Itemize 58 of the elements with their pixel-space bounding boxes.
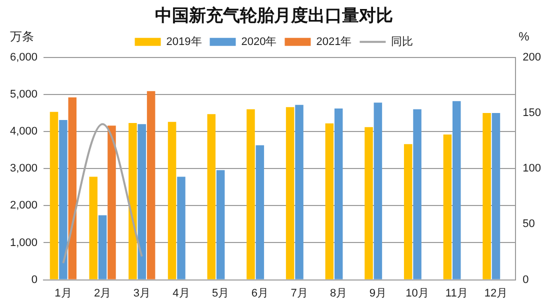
x-tick-label: 7月 [290,287,308,300]
legend-label: 2019年 [166,36,202,48]
bar [59,120,68,280]
bar [492,113,500,280]
legend-label: 2020年 [241,36,277,48]
y2-tick-label: 50 [522,218,535,230]
bar [108,126,116,280]
bar [246,109,255,280]
bar [404,144,412,280]
bar [98,215,107,280]
x-tick-label: 5月 [212,287,230,300]
y-tick-label: 4,000 [10,126,38,138]
bar [177,176,186,280]
x-tick-label: 3月 [133,287,150,300]
y-axis-title: 万条 [10,30,34,44]
y2-tick-label: 200 [522,51,542,64]
bar [138,124,146,280]
x-tick-label: 10月 [406,287,429,300]
bar [443,134,452,280]
bar [207,114,216,280]
y-tick-label: 5,000 [10,88,38,100]
y-tick-label: 2,000 [10,200,38,212]
bar [50,112,58,280]
y-tick-label: 1,000 [10,236,38,249]
bar [325,123,334,280]
legend-label: 同比 [391,34,414,48]
bar [216,170,225,280]
bar [256,145,264,280]
x-tick-label: 9月 [369,287,387,300]
y2-axis-title: % [518,30,530,44]
x-tick-label: 12月 [484,287,508,300]
y2-tick-label: 150 [522,107,542,120]
bar [128,123,137,280]
bar [295,104,304,280]
bar [146,91,156,280]
bar [286,107,294,280]
legend-label: 2021年 [316,36,352,48]
bar [482,113,491,280]
x-tick-label: 2月 [94,287,112,300]
x-tick-label: 1月 [54,287,72,300]
bar [364,127,373,280]
bar [334,108,343,280]
y-tick-label: 3,000 [10,162,38,175]
y-tick-label: 0 [31,274,38,286]
bar [374,102,382,280]
bar [413,109,422,280]
bar [168,122,176,280]
bar [68,97,77,280]
chart-title: 中国新充气轮胎月度出口量对比 [155,6,393,25]
x-tick-label: 4月 [172,287,190,300]
y2-tick-label: 0 [522,274,529,286]
x-tick-label: 8月 [330,287,348,300]
bar [452,101,461,280]
y-tick-label: 6,000 [10,51,38,64]
bar [89,176,98,280]
y2-tick-label: 100 [522,162,542,175]
x-tick-label: 11月 [445,287,468,300]
x-tick-label: 6月 [251,287,268,300]
